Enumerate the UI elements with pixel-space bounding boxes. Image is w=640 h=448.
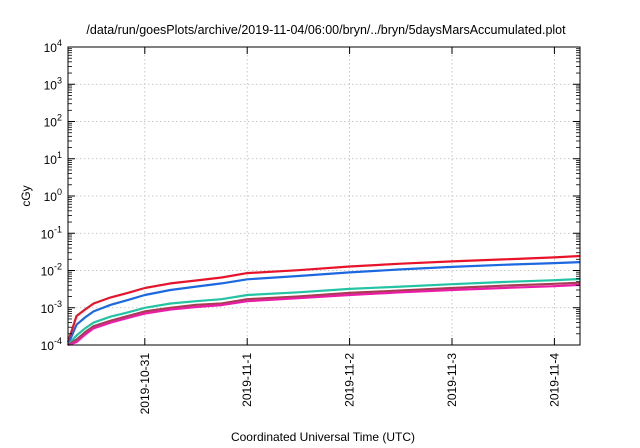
x-tick-label: 2019-10-31 (138, 353, 152, 415)
y-tick-label: 101 (44, 150, 62, 167)
y-tick-label: 100 (44, 187, 62, 204)
y-tick-label: 104 (44, 38, 62, 55)
y-tick-label: 10-2 (41, 262, 62, 279)
grid (68, 47, 580, 345)
series-line-3 (67, 277, 581, 346)
series-lines (66, 254, 581, 347)
x-tick-label: 2019-11-2 (343, 353, 357, 407)
y-tick-label: 10-4 (41, 336, 62, 353)
y-tick-label: 10-3 (41, 299, 62, 316)
x-axis-ticks: 2019-10-31 2019-11-1 2019-11-2 2019-11-3 201… (138, 47, 561, 415)
series-line-5 (67, 283, 581, 347)
series-line-1 (66, 254, 581, 343)
y-tick-label: 10-1 (41, 224, 62, 241)
y-axis-label: cGy (19, 185, 33, 206)
x-tick-label: 2019-11-3 (445, 353, 459, 407)
x-tick-label: 2019-11-4 (547, 353, 561, 407)
x-axis-label: Coordinated Universal Time (UTC) (231, 430, 415, 444)
y-tick-label: 103 (44, 75, 62, 92)
series-line-4 (67, 281, 581, 346)
series-line-2 (66, 261, 581, 346)
y-tick-label: 102 (44, 113, 62, 130)
y-axis-ticks: 10-4 10-3 10-2 10-1 100 101 102 103 104 (41, 38, 580, 353)
chart-title: /data/run/goesPlots/archive/2019-11-04/0… (86, 23, 566, 37)
x-tick-label: 2019-11-1 (240, 353, 254, 407)
